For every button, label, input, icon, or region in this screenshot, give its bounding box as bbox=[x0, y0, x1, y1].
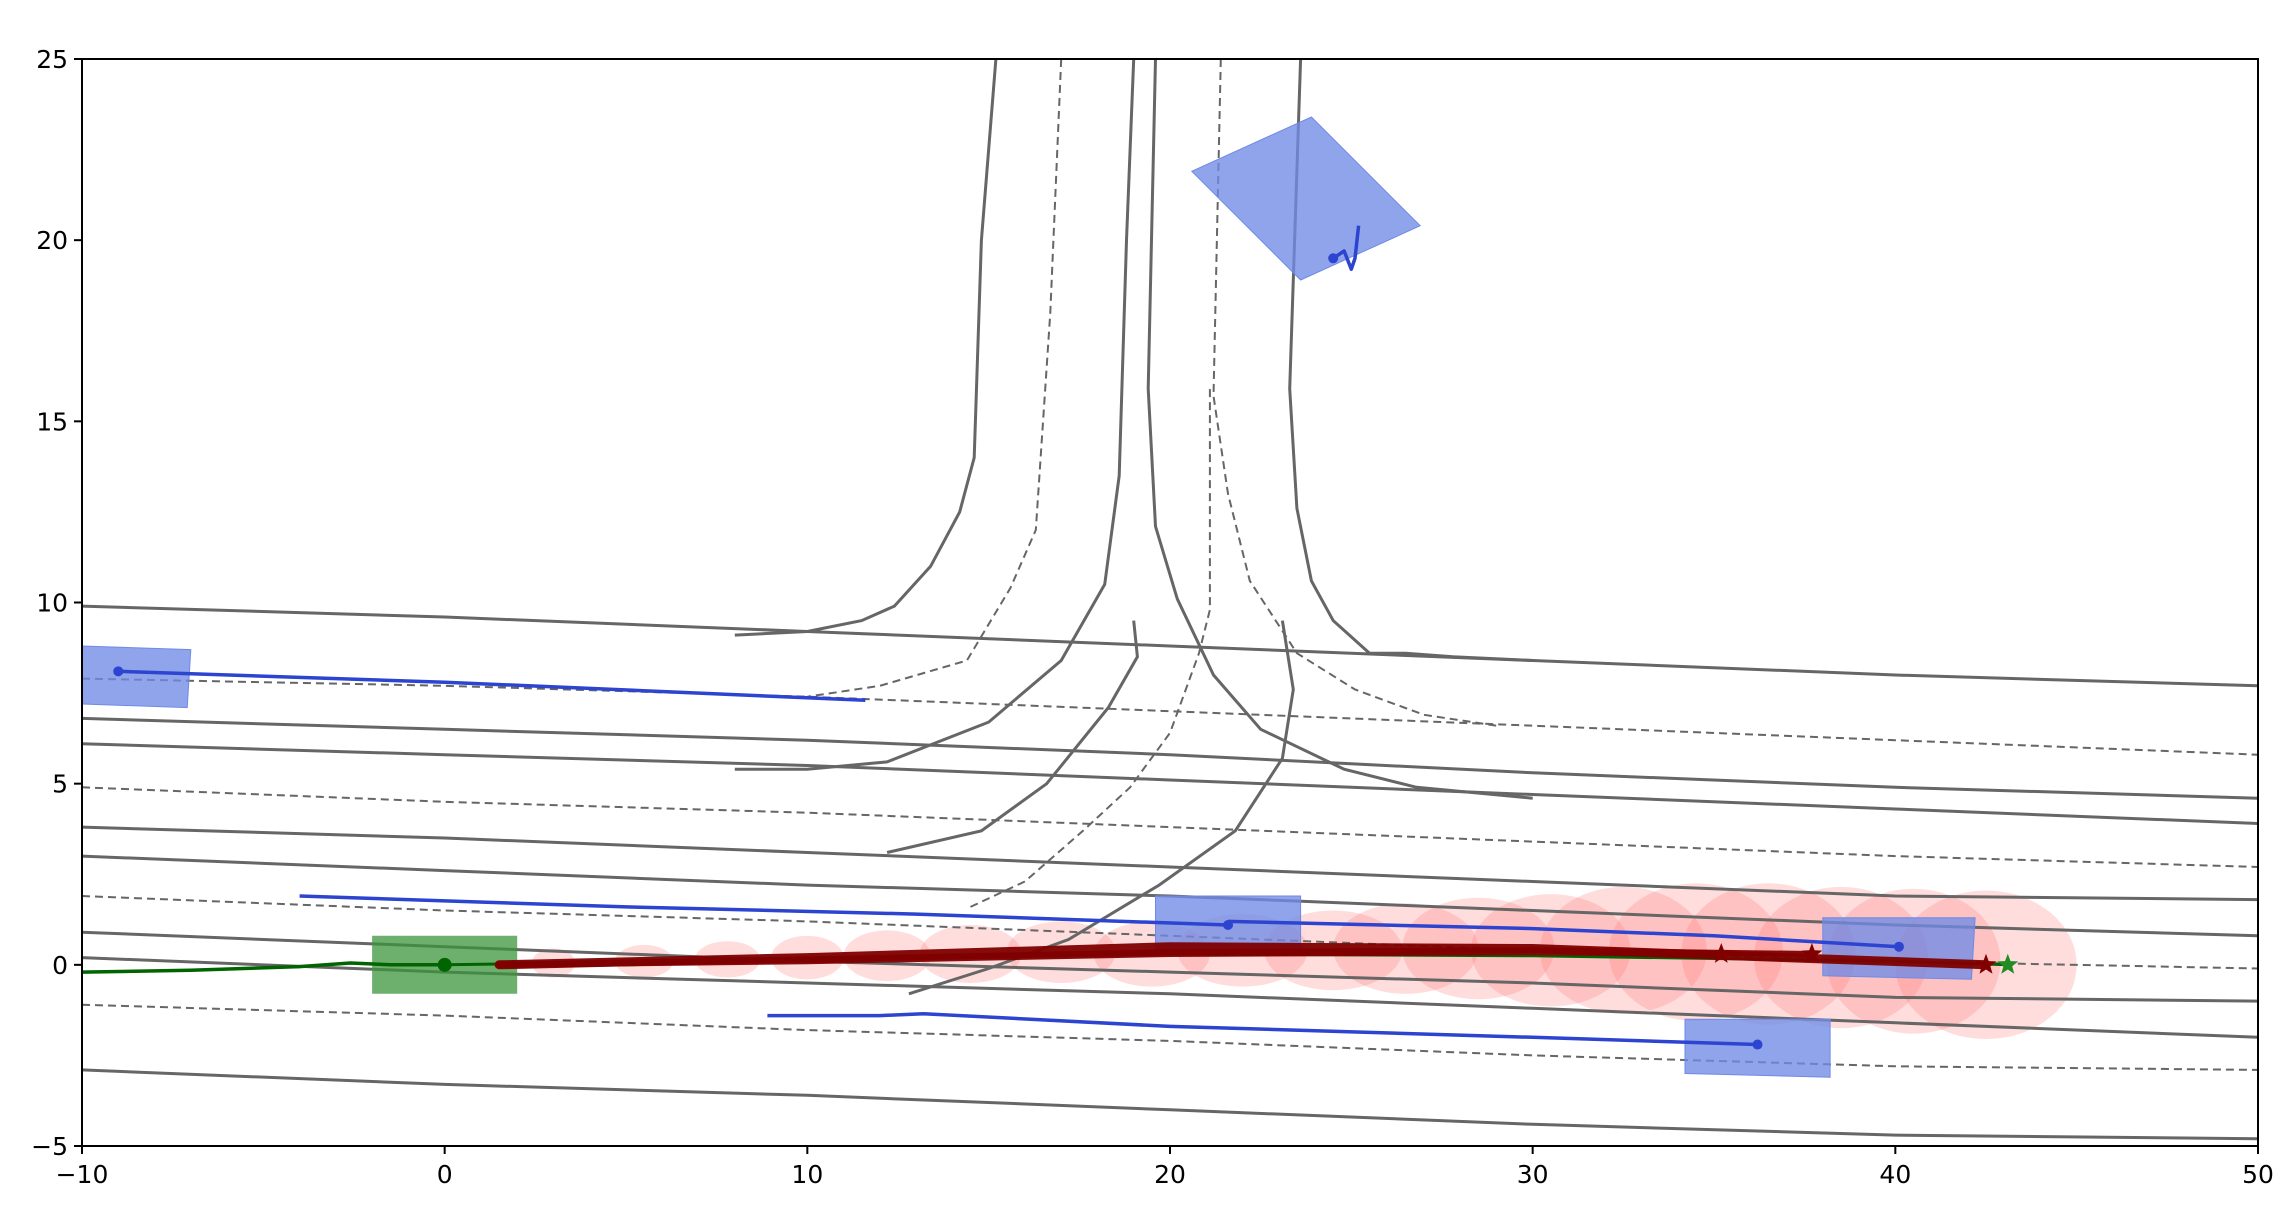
agent-vehicle-box bbox=[1190, 116, 1422, 281]
ego-goal-star bbox=[1997, 953, 2019, 974]
y-tick-label: −5 bbox=[31, 1132, 68, 1161]
agent-track bbox=[767, 1011, 1758, 1047]
agent-position-marker bbox=[113, 666, 124, 677]
y-tick-label: 0 bbox=[52, 951, 68, 980]
y-tick-label: 15 bbox=[36, 407, 68, 436]
prediction-endpoint-star bbox=[1710, 943, 1732, 963]
road-boundary-line bbox=[82, 1068, 2258, 1141]
agent-track bbox=[299, 894, 1229, 927]
prediction-endpoint-star bbox=[1801, 943, 1823, 963]
road-boundary-line bbox=[1288, 59, 1533, 662]
agent-track bbox=[1227, 919, 1900, 949]
marker-layer bbox=[1710, 943, 2019, 974]
y-axis: −5 0 5 10 15 20 25 bbox=[31, 45, 82, 1161]
agent-track bbox=[118, 669, 866, 703]
x-tick-label: 0 bbox=[437, 1160, 453, 1189]
road-boundary-line bbox=[1146, 59, 1533, 800]
lane-center-line bbox=[82, 677, 2258, 756]
x-tick-label: 20 bbox=[1154, 1160, 1186, 1189]
plot-area bbox=[82, 59, 2258, 1141]
y-tick-label: 20 bbox=[36, 226, 68, 255]
predicted-trajectory bbox=[496, 949, 1725, 968]
x-tick-label: 10 bbox=[791, 1160, 823, 1189]
lane-center-line bbox=[970, 388, 1211, 908]
agent-track-layer bbox=[113, 225, 1904, 1050]
agent-track bbox=[1332, 225, 1361, 271]
ego-position-marker bbox=[437, 957, 452, 972]
x-tick-label: 50 bbox=[2242, 1160, 2274, 1189]
x-tick-label: 30 bbox=[1517, 1160, 1549, 1189]
road-boundary-line bbox=[82, 742, 2258, 825]
road-boundary-line bbox=[82, 604, 2258, 688]
lane-center-line bbox=[807, 59, 1063, 698]
lane-center-line bbox=[1212, 59, 1497, 727]
x-axis: −10 0 10 20 30 40 50 bbox=[56, 1146, 2274, 1189]
prediction-layer bbox=[494, 942, 1991, 970]
x-tick-label: −10 bbox=[56, 1160, 109, 1189]
ego-history-track bbox=[82, 961, 445, 974]
agent-box-layer bbox=[82, 116, 1976, 1078]
y-tick-label: 25 bbox=[36, 45, 68, 74]
agent-position-marker bbox=[1752, 1039, 1763, 1050]
y-tick-label: 5 bbox=[52, 770, 68, 799]
lane-center-line bbox=[82, 1003, 2258, 1071]
y-tick-label: 10 bbox=[36, 589, 68, 618]
agent-position-marker bbox=[1328, 253, 1339, 264]
prediction-endpoint-star bbox=[1975, 953, 1997, 974]
road-boundary-line bbox=[908, 620, 1295, 996]
agent-vehicle-box bbox=[82, 645, 192, 709]
agent-position-marker bbox=[1893, 941, 1904, 952]
road-boundary-line bbox=[734, 59, 998, 637]
road-boundary-line bbox=[82, 825, 2258, 902]
road-boundary-line bbox=[886, 620, 1139, 854]
road-boundary-line bbox=[734, 59, 1136, 771]
road-boundary-line bbox=[82, 716, 2258, 800]
lane-center-line bbox=[82, 786, 2258, 868]
x-tick-label: 40 bbox=[1879, 1160, 1911, 1189]
